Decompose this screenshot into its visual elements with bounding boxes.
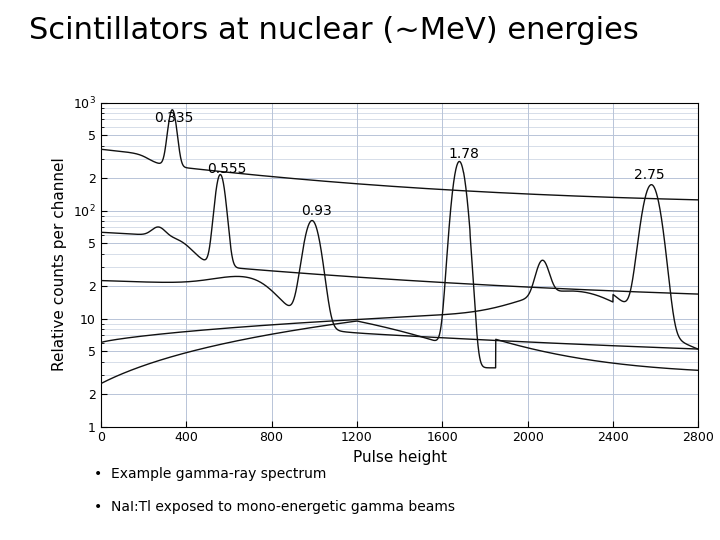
Text: 1.78: 1.78 xyxy=(448,147,479,161)
Y-axis label: Relative counts per channel: Relative counts per channel xyxy=(53,158,68,372)
Text: 0.555: 0.555 xyxy=(207,162,246,176)
X-axis label: Pulse height: Pulse height xyxy=(353,450,446,465)
Text: •  Example gamma-ray spectrum: • Example gamma-ray spectrum xyxy=(94,467,326,481)
Text: 0.93: 0.93 xyxy=(301,204,332,218)
Text: Scintillators at nuclear (~MeV) energies: Scintillators at nuclear (~MeV) energies xyxy=(29,16,639,45)
Text: 0.335: 0.335 xyxy=(153,111,193,125)
Text: 2.75: 2.75 xyxy=(634,168,665,182)
Text: •  NaI:Tl exposed to mono-energetic gamma beams: • NaI:Tl exposed to mono-energetic gamma… xyxy=(94,500,454,514)
